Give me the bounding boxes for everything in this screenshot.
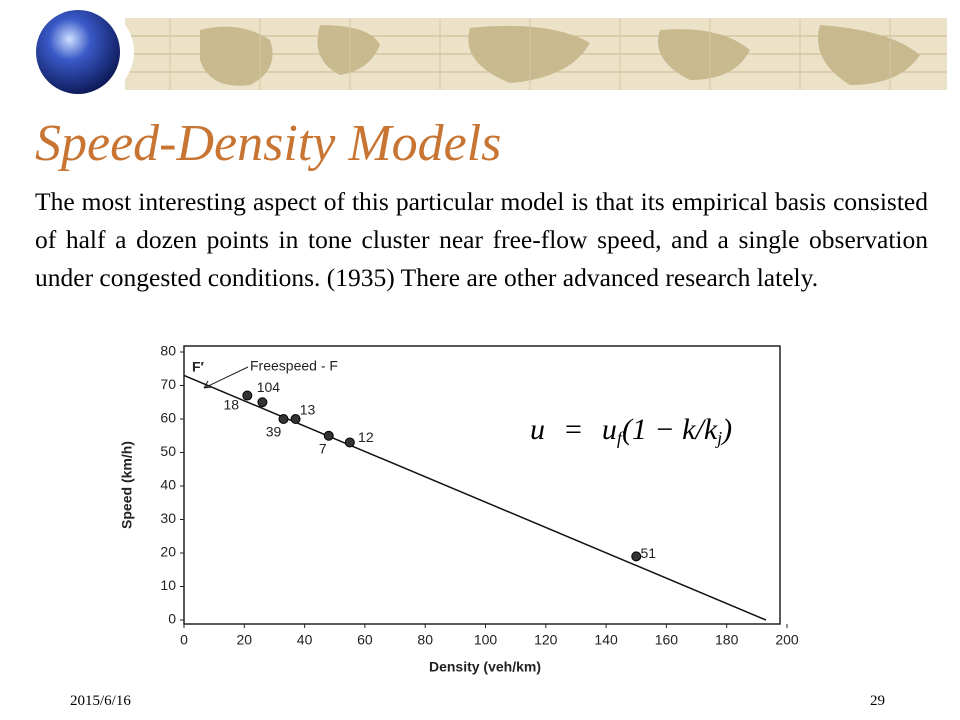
- slide-body: The most interesting aspect of this part…: [35, 187, 928, 292]
- slide-title: Speed-Density Models: [35, 115, 501, 172]
- x-tick-label: 140: [594, 632, 618, 648]
- point-label: 104: [257, 379, 281, 395]
- freespeed-label: Freespeed - F: [250, 358, 338, 374]
- eq-rhs-sub: f: [617, 428, 625, 448]
- x-tick-label: 180: [715, 632, 739, 648]
- y-tick-label: 60: [160, 410, 176, 426]
- data-point: [242, 390, 253, 401]
- x-tick-label: 160: [655, 632, 679, 648]
- y-tick-label: 10: [160, 577, 176, 593]
- x-tick-label: 120: [534, 632, 558, 648]
- point-label: 51: [640, 545, 656, 561]
- y-tick-label: 20: [160, 544, 176, 560]
- slide-number: 29: [870, 693, 885, 709]
- y-tick-label: 50: [160, 443, 176, 459]
- data-point: [344, 437, 355, 448]
- y-tick-label: 0: [168, 611, 176, 627]
- x-tick-label: 100: [474, 632, 498, 648]
- point-label: 13: [300, 402, 316, 418]
- point-label: 18: [224, 396, 240, 412]
- eq-sign: =: [565, 413, 582, 446]
- eq-body: (1 − k/k: [622, 413, 718, 446]
- point-label: 7: [319, 440, 327, 456]
- x-tick-label: 0: [180, 632, 188, 648]
- eq-close: ): [720, 413, 732, 446]
- x-tick-label: 40: [297, 632, 313, 648]
- data-point: [290, 414, 301, 424]
- y-tick-label: 40: [160, 477, 176, 493]
- equation: u = uf(1 − k/kj): [530, 413, 732, 448]
- x-axis-label: Density (veh/km): [429, 659, 541, 675]
- map-meridians: [169, 18, 891, 90]
- x-tick-label: 80: [417, 632, 433, 648]
- y-tick-label: 30: [160, 510, 176, 526]
- data-point: [631, 551, 642, 562]
- f-prime-label: F′: [192, 359, 205, 375]
- x-tick-label: 20: [237, 632, 253, 648]
- eq-lhs: u: [530, 413, 545, 446]
- eq-body-sub: j: [715, 428, 722, 448]
- data-point: [257, 397, 268, 408]
- plot-frame: [183, 345, 781, 625]
- y-tick-label: 80: [160, 343, 176, 359]
- y-tick-label: 70: [160, 376, 176, 392]
- map-land: [200, 25, 920, 86]
- point-label: 39: [266, 424, 282, 440]
- eq-rhs: u: [602, 413, 617, 446]
- x-tick-label: 200: [775, 632, 799, 648]
- data-point: [278, 414, 289, 424]
- slide-date: 2015/6/16: [70, 693, 131, 709]
- globe: [36, 10, 120, 94]
- freespeed-arrow: [203, 366, 249, 389]
- y-axis-label: Speed (km/h): [119, 441, 135, 529]
- data-point: [323, 430, 334, 441]
- point-label: 12: [358, 429, 374, 445]
- x-tick-label: 60: [357, 632, 373, 648]
